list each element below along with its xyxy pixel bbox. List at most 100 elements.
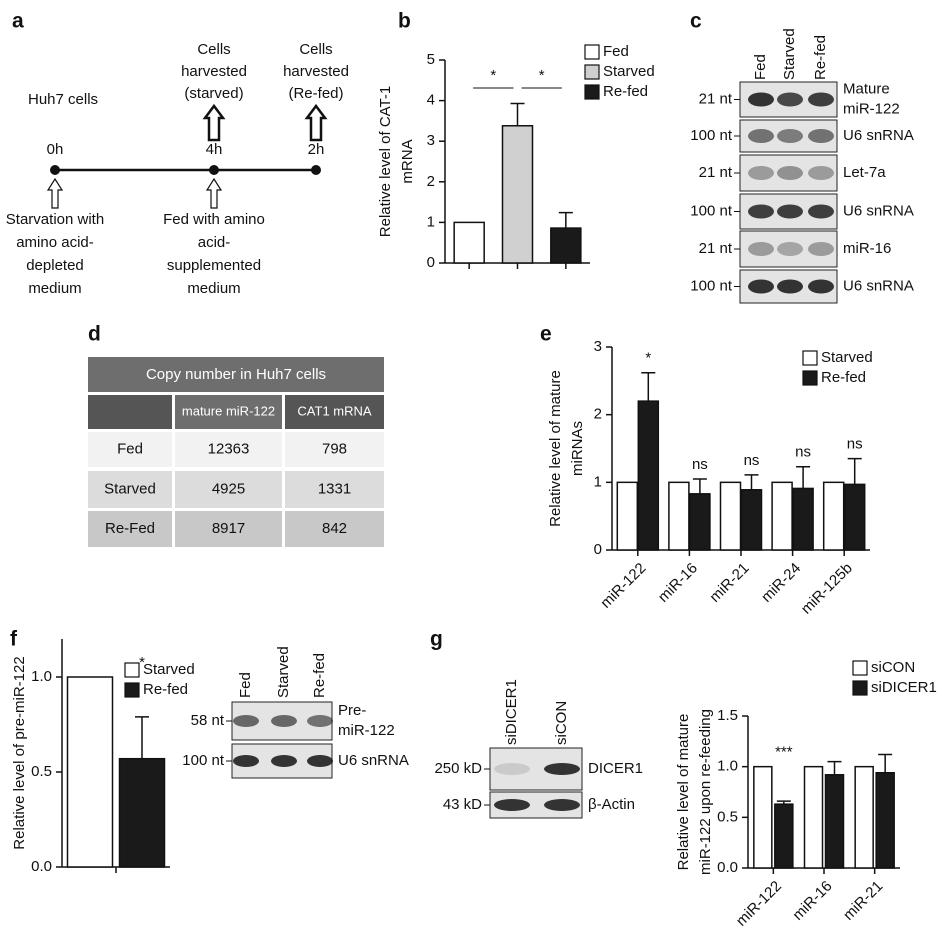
size-marker: 100 nt [690, 202, 733, 219]
band-label: U6 snRNA [338, 752, 409, 769]
table-header: mature miR-122 [182, 403, 275, 418]
band [808, 204, 834, 219]
lane-label: siDICER1 [503, 679, 520, 745]
size-marker: 21 nt [699, 164, 733, 181]
band-label: miR-122 [338, 722, 395, 739]
y-tick-label: 3 [594, 338, 602, 355]
timepoint-label: 0h [47, 141, 64, 158]
band [748, 242, 774, 256]
header-cell [175, 395, 282, 429]
bar [637, 400, 660, 551]
panel-letter: a [12, 10, 24, 33]
lane-label: Starved [781, 28, 798, 80]
y-tick-label: 0 [427, 254, 435, 271]
size-marker: 250 kD [434, 760, 482, 777]
legend-swatch [852, 680, 868, 696]
bar [616, 481, 639, 551]
band [808, 129, 834, 143]
legend-label: siDICER1 [871, 679, 937, 696]
y-tick-label: 0.5 [717, 808, 738, 825]
legend-label: Re-fed [603, 83, 648, 100]
band [748, 166, 774, 180]
error-bar [135, 716, 149, 759]
treatment-label: amino acid- [16, 234, 94, 251]
band-label: U6 snRNA [843, 277, 914, 294]
band-label: DICER1 [588, 760, 643, 777]
size-marker: 100 nt [690, 277, 733, 294]
y-tick-label: 2 [427, 173, 435, 190]
x-tick-label: miR-16 [789, 878, 835, 924]
band [748, 129, 774, 143]
x-tick-label: miR-16 [655, 560, 701, 606]
table-header: CAT1 mRNA [297, 403, 371, 418]
size-marker: 21 nt [699, 90, 733, 107]
size-marker: 21 nt [699, 240, 733, 257]
bar [501, 125, 534, 264]
legend-swatch [584, 84, 600, 100]
legend-swatch [802, 370, 818, 386]
significance-label: ns [795, 444, 811, 461]
panel-letter: f [10, 628, 18, 651]
harvest-label: harvested [181, 63, 247, 80]
bar [66, 676, 114, 868]
panel-letter: d [88, 323, 101, 346]
time-point [311, 165, 321, 175]
band-label: Mature [843, 80, 890, 97]
treatment-label: acid- [198, 234, 231, 251]
bar [740, 489, 763, 551]
timepoint-label: 4h [206, 141, 223, 158]
treatment-label: medium [28, 280, 81, 297]
x-tick-label: miR-122 [733, 878, 785, 930]
x-tick-label: miR-24 [758, 560, 804, 606]
error-bar [827, 760, 842, 775]
y-tick-label: 2 [594, 406, 602, 423]
band [544, 763, 580, 775]
y-tick-label: 5 [427, 51, 435, 68]
band [777, 92, 803, 107]
band [808, 92, 834, 107]
blot-panel [739, 154, 838, 192]
y-tick-label: 1.5 [717, 707, 738, 724]
table-row [88, 511, 384, 547]
significance-label: ns [744, 452, 760, 469]
significance-label: * [645, 350, 651, 367]
x-tick-label: miR-21 [706, 560, 752, 606]
treatment-label: Fed with amino [163, 211, 265, 228]
y-tick-label: 3 [427, 132, 435, 149]
legend-label: Starved [821, 349, 873, 366]
y-tick-label: 1 [594, 473, 602, 490]
harvest-label: harvested [283, 63, 349, 80]
treatment-label: depleted [26, 257, 84, 274]
harvest-arrow [304, 103, 328, 142]
legend-label: Starved [143, 661, 195, 678]
band [271, 755, 297, 767]
band-label: Pre- [338, 702, 366, 719]
legend-swatch [124, 662, 140, 678]
bar [803, 765, 824, 869]
lane-label: Re-fed [311, 653, 328, 698]
band [808, 166, 834, 180]
error-bar [692, 478, 707, 494]
y-axis-label: miR-122 upon re-feeding [697, 709, 714, 875]
time-point [209, 165, 219, 175]
legend-label: Re-fed [143, 681, 188, 698]
band [748, 92, 774, 107]
significance-label: *** [775, 744, 793, 761]
legend-label: Fed [603, 43, 629, 60]
legend-label: Re-fed [821, 369, 866, 386]
band [777, 204, 803, 219]
x-tick-label: miR-21 [840, 878, 886, 924]
harvest-label: (starved) [184, 85, 243, 102]
band [233, 715, 259, 727]
table-cell: 842 [322, 520, 347, 537]
band [777, 166, 803, 180]
y-tick-label: 0 [594, 541, 602, 558]
bar [118, 757, 166, 868]
bar [550, 227, 582, 264]
band [748, 204, 774, 219]
cell-line: Huh7 cells [28, 91, 98, 108]
band-label: Let-7a [843, 164, 886, 181]
bar [453, 221, 485, 264]
y-axis-label: Relative level of mature [547, 370, 564, 527]
table-row [88, 471, 384, 508]
